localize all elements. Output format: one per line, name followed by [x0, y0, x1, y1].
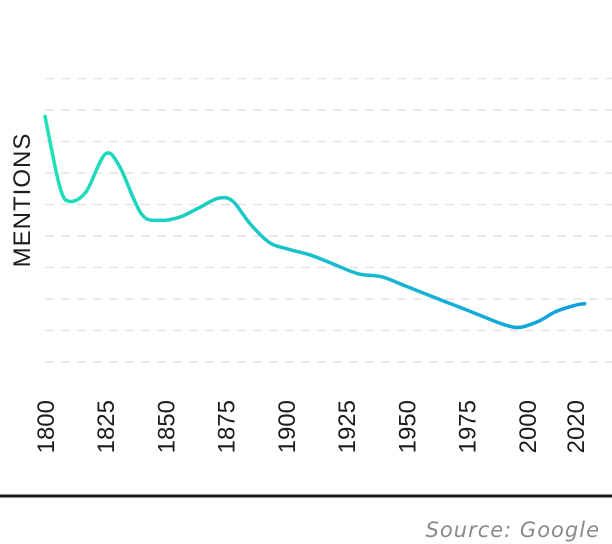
y-axis-title: MENTIONS: [9, 133, 36, 268]
x-axis-ticks: 1800 1825 1850 1875 1900 1925 1950 1975 2000 2020: [33, 400, 590, 453]
source-label: Source: Google: [426, 518, 600, 542]
x-tick-label: 1875: [214, 400, 241, 453]
x-tick-label: 1800: [33, 400, 60, 453]
x-tick-label: 1950: [394, 400, 421, 453]
x-tick-label: 2000: [515, 400, 542, 453]
series-line-mentions: [43, 114, 587, 330]
grid: [45, 77, 612, 363]
x-tick-label: 1925: [334, 400, 361, 453]
x-tick-label: 2020: [563, 400, 590, 453]
series-line-group: [43, 114, 587, 330]
x-tick-label: 1975: [455, 400, 482, 453]
x-tick-label: 1825: [93, 400, 120, 453]
x-tick-label: 1900: [274, 400, 301, 453]
x-tick-label: 1850: [154, 400, 181, 453]
